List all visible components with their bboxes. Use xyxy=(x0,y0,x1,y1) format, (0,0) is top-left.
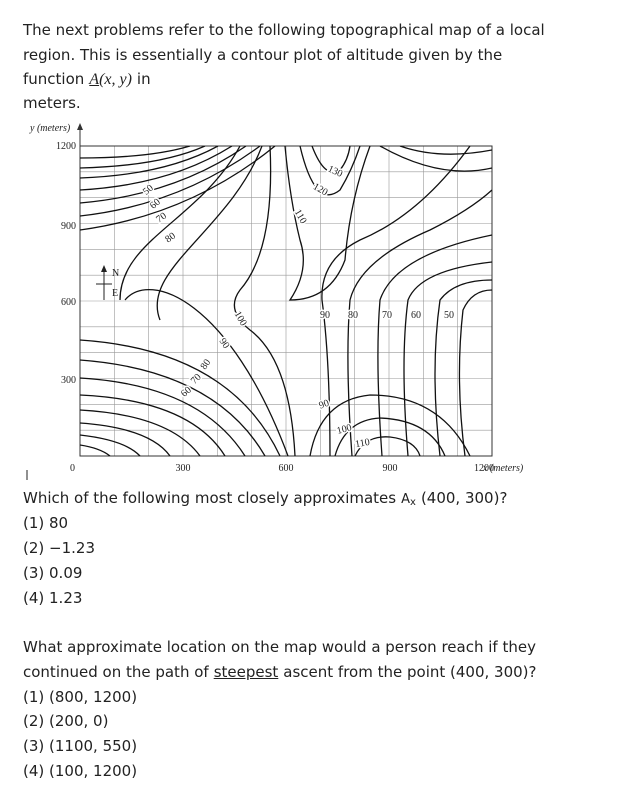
y-axis-label: y (meters) xyxy=(29,123,71,134)
compass-east: E xyxy=(112,288,118,299)
choice: (3) 0.09 xyxy=(23,564,83,582)
contour-label: 50 xyxy=(141,183,156,198)
y-arrow xyxy=(77,123,83,130)
choice: (2) (200, 0) xyxy=(23,712,109,730)
contour-label: 100 xyxy=(232,310,249,328)
contour-label: 70 xyxy=(382,310,392,321)
contour-label: 60 xyxy=(411,310,421,321)
contour-map: N E y (meters) x (meters) 1200 900 600 300 0… xyxy=(26,123,524,480)
text: (400, 300)? xyxy=(420,489,508,507)
choice: (1) (800, 1200) xyxy=(23,688,138,706)
contour-label: 60 xyxy=(179,385,194,400)
contour-label: 70 xyxy=(154,211,169,226)
choice: (3) (1100, 550) xyxy=(23,737,138,755)
x-axis-label: x (meters) xyxy=(482,463,524,474)
y-tick-label: 300 xyxy=(61,375,76,386)
choice: (1) 80 xyxy=(23,514,69,532)
text: ascent from the point (400, 300)? xyxy=(283,663,537,681)
contour-label: 50 xyxy=(444,310,454,321)
text: Which of the following most closely appr… xyxy=(23,489,397,507)
x-tick-label: 900 xyxy=(383,463,398,474)
question-prompt: Which of the following most closely appr… xyxy=(23,488,507,513)
intro-line: The next problems refer to the following… xyxy=(23,21,545,39)
intro-line: meters. xyxy=(23,94,81,112)
function-name: A xyxy=(401,492,411,507)
emphasis: steepest xyxy=(213,663,279,681)
contour-label: 70 xyxy=(189,372,204,387)
question-prompt: What approximate location on the map wou… xyxy=(23,638,536,656)
intro-line: region. This is essentially a contour pl… xyxy=(23,46,503,64)
contours xyxy=(80,146,492,456)
y-tick-label: 1200 xyxy=(56,141,76,152)
function-name: A xyxy=(89,71,100,88)
compass-north: N xyxy=(112,268,119,279)
compass: N E xyxy=(96,265,119,300)
contour-label: 90 xyxy=(320,310,330,321)
y-tick-label: 600 xyxy=(61,297,76,308)
choice: (4) 1.23 xyxy=(23,589,83,607)
text: continued on the path of xyxy=(23,663,209,681)
text: function xyxy=(23,70,85,88)
contour-label: 80 xyxy=(199,357,214,372)
contour-label: 130 xyxy=(326,164,344,180)
function-args: (x, y) xyxy=(99,71,132,88)
text: in xyxy=(136,70,151,88)
contour-label: 110 xyxy=(354,437,370,450)
contour-label: 80 xyxy=(163,231,178,246)
x-tick-label: 1200 xyxy=(474,463,494,474)
choice: (4) (100, 1200) xyxy=(23,762,138,780)
choice: (2) −1.23 xyxy=(23,539,95,557)
contour-label: 80 xyxy=(348,310,358,321)
y-tick-label: 900 xyxy=(61,221,76,232)
subscript: x xyxy=(410,497,416,508)
x-tick-label: 0 xyxy=(70,463,75,474)
contour-label: 90 xyxy=(217,336,232,351)
x-tick-label: 600 xyxy=(279,463,294,474)
question-prompt: continued on the path of steepest ascent f… xyxy=(23,662,536,682)
x-tick-label: 300 xyxy=(176,463,191,474)
intro-line: function A(x, y) in xyxy=(23,69,151,90)
